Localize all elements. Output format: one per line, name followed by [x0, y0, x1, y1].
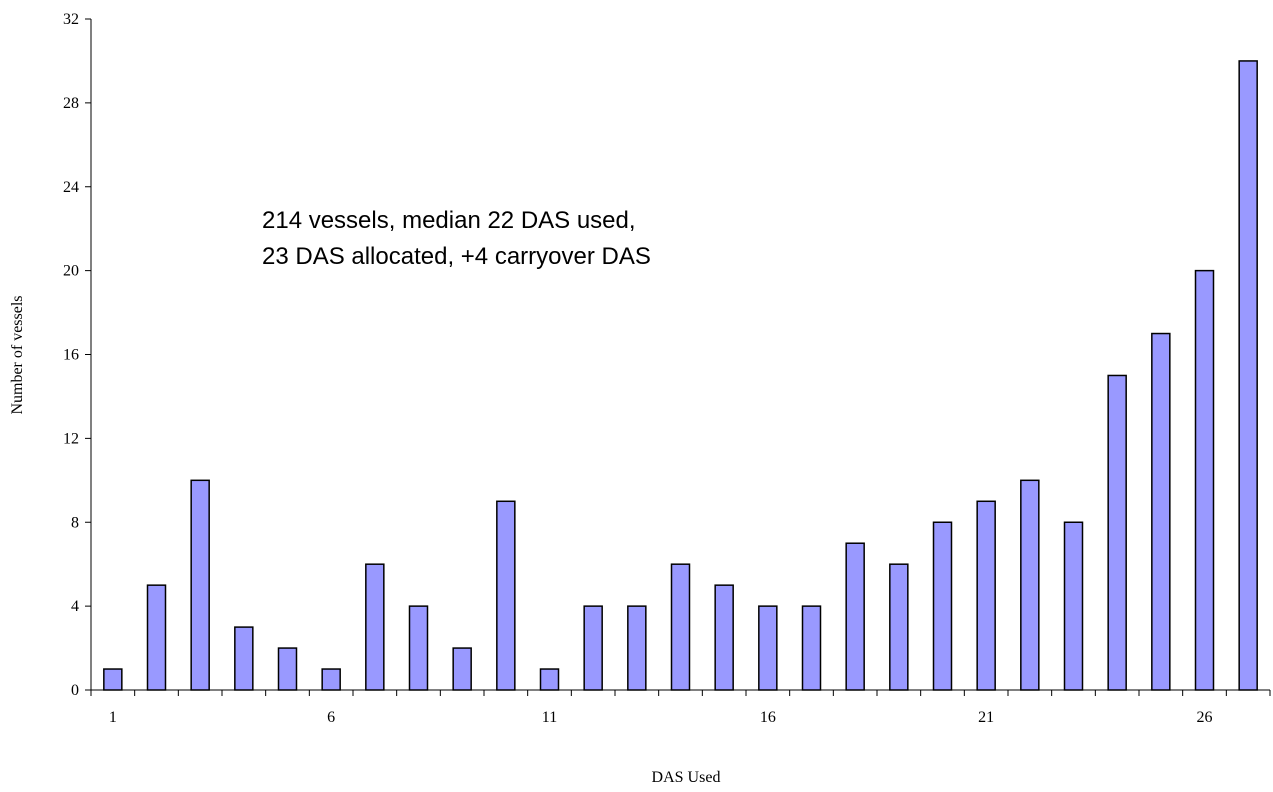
- x-tick-label: 21: [978, 709, 994, 726]
- bar-1: [103, 668, 123, 691]
- bar-11: [539, 668, 560, 691]
- y-tick-label: 4: [71, 598, 79, 615]
- bar-21: [976, 500, 996, 691]
- bar-20: [932, 521, 953, 691]
- bar-2: [146, 584, 167, 691]
- bar-22: [1020, 479, 1040, 691]
- y-tick-label: 12: [63, 430, 79, 447]
- bar-3: [190, 479, 210, 691]
- bars-group: [103, 60, 1258, 691]
- bar-14: [670, 563, 691, 691]
- y-tick-label: 28: [63, 95, 79, 112]
- y-axis-title: Number of vessels: [9, 295, 26, 414]
- x-tick-label: 16: [760, 709, 776, 726]
- bar-7: [365, 563, 385, 691]
- bar-23: [1063, 521, 1084, 691]
- annotation-line-1: 214 vessels, median 22 DAS used,: [262, 207, 636, 234]
- bar-13: [627, 605, 647, 691]
- bar-18: [845, 542, 865, 691]
- bar-24: [1107, 374, 1127, 691]
- y-ticks-group: 0 4 8 12 16 20 24 28 32: [63, 11, 91, 699]
- x-axis-title: DAS Used: [652, 769, 721, 786]
- y-tick-label: 20: [63, 263, 79, 280]
- bar-6: [321, 668, 341, 691]
- bar-27: [1238, 60, 1258, 691]
- bar-16: [758, 605, 778, 691]
- bar-19: [889, 563, 909, 691]
- bar-9: [452, 647, 472, 691]
- bar-10: [496, 500, 516, 691]
- y-tick-label: 8: [71, 514, 79, 531]
- y-tick-label: 24: [63, 179, 79, 196]
- x-tick-label: 11: [542, 709, 557, 726]
- x-tick-label: 26: [1197, 709, 1213, 726]
- bar-25: [1151, 332, 1171, 691]
- x-tick-label: 6: [327, 709, 335, 726]
- annotation-line-2: 23 DAS allocated, +4 carryover DAS: [262, 243, 651, 270]
- y-tick-label: 16: [63, 347, 79, 364]
- bar-5: [277, 647, 298, 691]
- y-tick-label: 32: [63, 11, 79, 28]
- bar-12: [583, 605, 603, 691]
- x-tick-label: 1: [109, 709, 117, 726]
- bar-17: [801, 605, 822, 691]
- bar-4: [234, 626, 254, 691]
- bar-26: [1194, 269, 1215, 691]
- x-ticks-group: 1 6 11 16 21 26: [90, 690, 1271, 726]
- bar-8: [408, 605, 429, 691]
- bar-15: [714, 584, 734, 691]
- y-tick-label: 0: [71, 682, 79, 699]
